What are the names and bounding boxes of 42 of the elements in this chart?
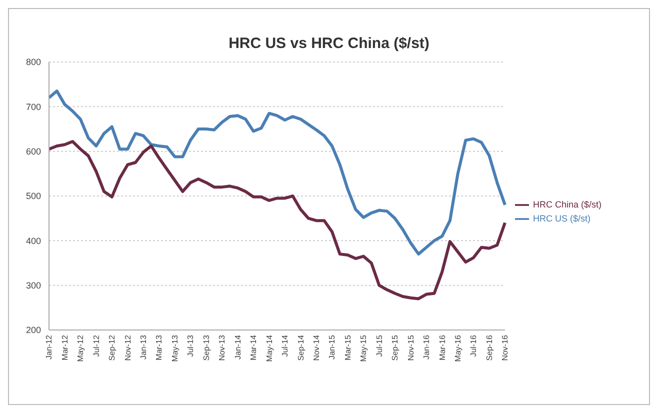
- x-tick-label: Nov-12: [123, 334, 132, 361]
- x-tick-label: Mar-13: [154, 334, 164, 360]
- x-tick-label: Jan-14: [233, 334, 242, 360]
- x-tick-label: Sep-14: [296, 334, 306, 361]
- y-tick-label: 200: [26, 325, 41, 336]
- x-tick-label: Mar-14: [249, 334, 258, 360]
- x-tick-label: May-15: [359, 334, 368, 362]
- line-series: [48, 90, 506, 256]
- line-series: [48, 140, 506, 300]
- x-tick-label: Nov-14: [312, 334, 321, 361]
- x-tick-label: May-13: [170, 334, 180, 362]
- y-tick-label: 500: [26, 191, 41, 202]
- x-tick-label: Jul-12: [92, 334, 101, 357]
- x-tick-label: Sep-12: [108, 334, 117, 361]
- x-tick-label: Jan-13: [139, 334, 148, 360]
- y-tick-label: 700: [26, 102, 41, 112]
- x-tick-label: Sep-15: [390, 334, 400, 361]
- legend-label: HRC US ($/st): [533, 213, 591, 224]
- legend-label: HRC China ($/st): [533, 199, 602, 210]
- y-tick-label: 600: [26, 146, 41, 157]
- y-tick-label: 400: [26, 236, 41, 246]
- x-tick-label: Jan-16: [422, 334, 432, 360]
- x-tick-label: Mar-15: [343, 334, 352, 360]
- x-tick-label: Sep-16: [484, 334, 494, 361]
- x-tick-label: Sep-13: [202, 334, 211, 361]
- x-tick-label: Jan-15: [328, 334, 337, 360]
- y-tick-label: 300: [26, 280, 41, 291]
- x-tick-label: Jul-14: [280, 334, 290, 357]
- x-tick-label: Nov-15: [406, 334, 416, 361]
- x-tick-label: May-16: [454, 334, 463, 362]
- x-tick-label: Nov-13: [218, 334, 227, 361]
- x-tick-label: Jan-12: [44, 334, 54, 360]
- x-tick-label: Jul-13: [186, 334, 196, 357]
- x-tick-label: May-14: [264, 334, 274, 362]
- x-tick-label: Mar-12: [60, 334, 70, 360]
- x-tick-label: Jul-16: [469, 334, 478, 357]
- x-tick-label: Nov-16: [500, 334, 510, 361]
- x-tick-label: Jul-15: [374, 334, 384, 357]
- y-tick-label: 800: [26, 57, 41, 68]
- chart-title: HRC US vs HRC China ($/st): [228, 34, 430, 52]
- x-tick-label: Mar-16: [438, 334, 447, 360]
- x-tick-label: May-12: [76, 334, 86, 362]
